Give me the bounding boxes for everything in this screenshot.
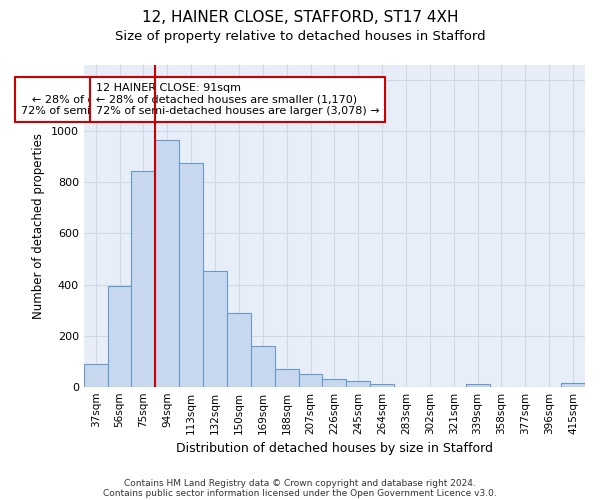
Bar <box>131 171 155 386</box>
Bar <box>227 312 251 386</box>
Bar <box>155 140 179 386</box>
Bar <box>370 384 394 386</box>
Bar <box>466 384 490 386</box>
Bar <box>84 364 107 386</box>
Text: Contains HM Land Registry data © Crown copyright and database right 2024.: Contains HM Land Registry data © Crown c… <box>124 478 476 488</box>
Text: Size of property relative to detached houses in Stafford: Size of property relative to detached ho… <box>115 30 485 43</box>
Bar <box>561 383 585 386</box>
Bar <box>275 370 299 386</box>
Y-axis label: Number of detached properties: Number of detached properties <box>32 133 45 319</box>
Bar <box>179 164 203 386</box>
Bar <box>107 286 131 386</box>
Text: 12, HAINER CLOSE, STAFFORD, ST17 4XH: 12, HAINER CLOSE, STAFFORD, ST17 4XH <box>142 10 458 25</box>
Text: Contains public sector information licensed under the Open Government Licence v3: Contains public sector information licen… <box>103 488 497 498</box>
Bar <box>251 346 275 387</box>
Bar <box>346 381 370 386</box>
X-axis label: Distribution of detached houses by size in Stafford: Distribution of detached houses by size … <box>176 442 493 455</box>
Bar <box>299 374 322 386</box>
Bar <box>322 379 346 386</box>
Text: 12 HAINER CLOSE: 91sqm
← 28% of detached houses are smaller (1,170)
72% of semi-: 12 HAINER CLOSE: 91sqm ← 28% of detached… <box>20 83 304 116</box>
Bar <box>203 270 227 386</box>
Text: 12 HAINER CLOSE: 91sqm
← 28% of detached houses are smaller (1,170)
72% of semi-: 12 HAINER CLOSE: 91sqm ← 28% of detached… <box>95 83 379 116</box>
